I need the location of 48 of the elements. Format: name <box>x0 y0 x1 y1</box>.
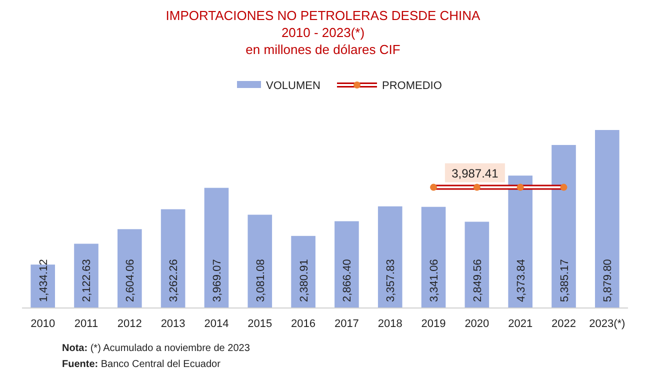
data-label: 3,262.26 <box>168 259 180 302</box>
bar <box>552 144 576 308</box>
chart-title: IMPORTACIONES NO PETROLERAS DESDE CHINA 2010 - 2023(*) <box>166 8 481 40</box>
bar <box>118 229 142 308</box>
data-label: 1,434.12 <box>38 259 50 302</box>
data-label: 3,969.07 <box>211 259 224 302</box>
bar <box>334 221 359 308</box>
data-label: 2,849.56 <box>472 259 484 302</box>
x-tick-label: 2023(*) <box>589 318 626 330</box>
data-label: 2,122.63 <box>81 259 94 302</box>
x-tick-label: 2016 <box>291 318 316 330</box>
bar <box>291 236 316 308</box>
bar <box>204 188 229 308</box>
data-label: 2,866.40 <box>342 259 354 302</box>
data-label: 2,380.91 <box>298 259 310 302</box>
x-tick-label: 2010 <box>30 318 56 330</box>
bar <box>595 130 620 308</box>
bar <box>160 209 186 308</box>
bar <box>248 214 272 308</box>
x-tick-label: 2011 <box>74 318 98 330</box>
x-tick-label: 2013 <box>160 318 186 330</box>
bar <box>378 206 402 308</box>
x-tick-label: 2015 <box>248 318 272 330</box>
x-tick-label: 2014 <box>204 318 229 330</box>
x-tick-label: 2020 <box>464 318 490 330</box>
legend-label: VOLUMEN <box>266 80 320 92</box>
bar <box>421 206 446 308</box>
source-note: Fuente: Banco Central del Ecuador <box>62 359 222 370</box>
data-label: 4,373.84 <box>515 259 528 302</box>
data-label: 3,357.83 <box>385 259 398 302</box>
bar <box>508 176 532 308</box>
data-label: 3,081.08 <box>254 259 267 302</box>
legend-label: PROMEDIO <box>382 80 442 92</box>
x-tick-label: 2019 <box>421 318 446 330</box>
x-tick-label: 2017 <box>334 318 359 330</box>
x-tick-label: 2022 <box>552 318 576 330</box>
x-tick-label: 2021 <box>508 318 533 330</box>
bar <box>74 244 98 308</box>
chart-subtitle: en millones de dólares CIF <box>246 42 400 57</box>
x-tick-label: 2018 <box>378 318 402 330</box>
text: Nota: (*) Acumulado a noviembre de 2023 <box>62 343 250 354</box>
data-label: 5,879.80 <box>602 259 614 302</box>
data-label: 3,341.06 <box>428 259 441 302</box>
data-label: 5,385.17 <box>558 259 571 302</box>
annotation: 3,987.41 <box>452 166 499 180</box>
bar <box>464 222 490 308</box>
data-label: 2,604.06 <box>124 259 137 302</box>
x-tick-label: 2012 <box>117 318 142 330</box>
